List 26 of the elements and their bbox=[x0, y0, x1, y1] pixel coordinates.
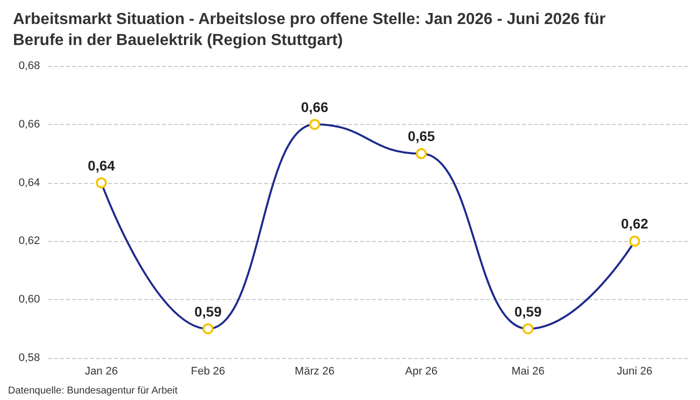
data-label: 0,66 bbox=[301, 98, 329, 115]
y-tick-label: 0,60 bbox=[18, 294, 40, 306]
chart-title: Arbeitsmarkt Situation - Arbeitslose pro offene Stelle: Jan 2026 - Juni 2026 für Berufe in der Bauelektrik (Region Stuttgart) bbox=[13, 11, 606, 49]
y-tick-label: 0,66 bbox=[18, 118, 40, 130]
data-label: 0,59 bbox=[514, 303, 542, 320]
point bbox=[522, 323, 534, 334]
data-label: 0,64 bbox=[88, 157, 116, 174]
data-label: 0,62 bbox=[621, 216, 649, 232]
point bbox=[309, 118, 320, 130]
x-tick-label: Feb 26 bbox=[190, 366, 226, 378]
point bbox=[416, 148, 427, 160]
data-label: 0,59 bbox=[194, 303, 222, 320]
point bbox=[629, 236, 640, 247]
x-tick-label: Jan 26 bbox=[84, 366, 118, 378]
x-tick-label: Mai 26 bbox=[511, 366, 545, 378]
y-tick-label: 0,64 bbox=[18, 176, 40, 189]
x-tick-label: Juni 26 bbox=[616, 366, 652, 378]
x-tick-label: März 26 bbox=[294, 366, 335, 378]
y-tick-label: 0,58 bbox=[18, 352, 40, 364]
data-label: 0,65 bbox=[408, 128, 436, 144]
point bbox=[202, 323, 214, 334]
text: Datenquelle: Bundesagentur für Arbeit bbox=[8, 386, 178, 396]
x-tick-label: Apr 26 bbox=[405, 366, 438, 378]
y-tick-label: 0,62 bbox=[18, 235, 40, 248]
point bbox=[96, 177, 107, 188]
y-tick-label: 0,68 bbox=[18, 60, 40, 72]
